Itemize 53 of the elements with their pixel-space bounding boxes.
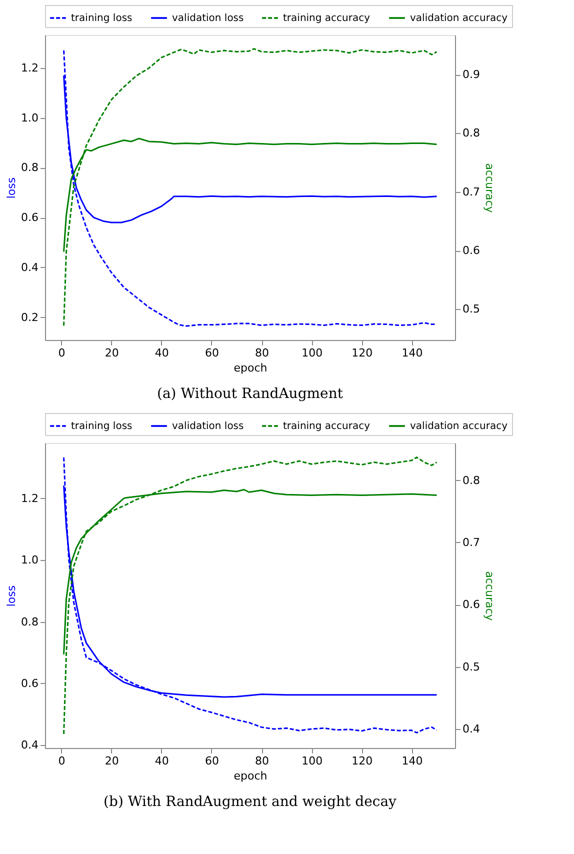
y2-tick-label: 0.9 xyxy=(462,68,480,82)
y-tick-label: 0.6 xyxy=(21,211,38,224)
x-tick-label: 20 xyxy=(104,346,119,360)
y-tick-label: 1.0 xyxy=(21,554,38,567)
x-tick-label: 0 xyxy=(58,346,66,360)
x-tick-label: 140 xyxy=(402,754,423,768)
y-tick-label: 0.2 xyxy=(21,310,38,324)
legend-label: training accuracy xyxy=(283,421,370,432)
y-tick-label: 1.2 xyxy=(21,492,38,505)
x-tick-label: 40 xyxy=(154,346,169,360)
x-tick-label: 140 xyxy=(402,346,423,360)
legend-label: validation loss xyxy=(172,421,244,432)
y-axis-title: loss xyxy=(5,585,18,607)
x-tick-label: 100 xyxy=(302,346,323,360)
y2-tick-label: 0.5 xyxy=(462,302,480,316)
x-tick-label: 60 xyxy=(204,754,219,768)
y2-tick-label: 0.8 xyxy=(462,474,480,487)
y-tick-label: 0.4 xyxy=(21,738,38,752)
y-tick-label: 0.6 xyxy=(21,676,38,690)
x-tick-label: 120 xyxy=(352,754,373,768)
text: (b) With RandAugment and weight decay xyxy=(104,794,397,810)
y2-axis-title: accuracy xyxy=(482,571,496,622)
legend-label: training accuracy xyxy=(283,13,370,24)
y2-axis-title: accuracy xyxy=(482,163,496,214)
y-tick-label: 0.8 xyxy=(21,615,38,628)
legend-label: training loss xyxy=(71,421,132,432)
legend-label: validation accuracy xyxy=(410,421,508,432)
y2-tick-label: 0.7 xyxy=(462,536,480,549)
x-tick-label: 60 xyxy=(204,346,219,360)
y-axis-title: loss xyxy=(5,177,18,199)
legend-label: validation loss xyxy=(172,13,244,24)
x-tick-label: 80 xyxy=(255,346,270,360)
y2-tick-label: 0.5 xyxy=(462,660,480,674)
text: (a) Without RandAugment xyxy=(157,386,344,402)
x-tick-label: 80 xyxy=(255,754,270,768)
y-tick-label: 1.0 xyxy=(21,111,38,124)
x-tick-label: 0 xyxy=(58,754,66,768)
x-axis-title: epoch xyxy=(234,770,268,782)
legend-label: validation accuracy xyxy=(410,13,508,24)
x-tick-label: 20 xyxy=(104,754,119,768)
y-tick-label: 0.8 xyxy=(21,161,38,174)
y2-tick-label: 0.7 xyxy=(462,185,480,198)
y2-tick-label: 0.4 xyxy=(462,722,480,736)
legend-label: training loss xyxy=(71,13,132,24)
x-tick-label: 100 xyxy=(302,754,323,768)
y2-tick-label: 0.6 xyxy=(462,598,480,612)
y2-tick-label: 0.6 xyxy=(462,244,480,258)
y-tick-label: 0.4 xyxy=(21,260,38,274)
x-axis-title: epoch xyxy=(234,362,268,374)
y-tick-label: 1.2 xyxy=(21,61,38,74)
x-tick-label: 120 xyxy=(352,346,373,360)
y2-tick-label: 0.8 xyxy=(462,126,480,140)
x-tick-label: 40 xyxy=(154,754,169,768)
